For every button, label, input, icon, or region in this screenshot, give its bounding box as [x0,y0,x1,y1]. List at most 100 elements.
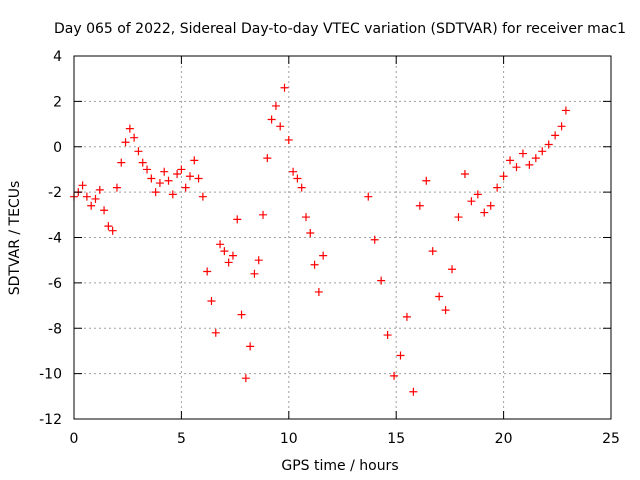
y-tick-label: 0 [53,140,62,156]
data-point [409,387,418,396]
data-point [185,172,194,181]
data-point [155,179,164,188]
data-point [364,192,373,201]
data-point [370,235,379,244]
data-point [151,188,160,197]
data-point [473,190,482,199]
data-point [87,201,96,210]
data-point [177,165,186,174]
data-point [228,251,237,260]
data-point [435,292,444,301]
data-point [448,265,457,274]
data-point [108,226,117,235]
data-point [216,240,225,249]
data-point [100,206,109,215]
data-point [428,247,437,256]
data-point [121,138,130,147]
x-tick-label: 25 [602,431,620,447]
data-point [454,213,463,222]
y-tick-label: -10 [39,367,62,383]
data-point [551,131,560,140]
data-point [194,174,203,183]
y-tick-label: 4 [53,49,62,65]
data-point [211,328,220,337]
data-point [557,122,566,131]
chart-title: Day 065 of 2022, Sidereal Day-to-day VTE… [54,21,626,37]
data-point [512,163,521,172]
data-point [506,156,515,165]
data-point [301,213,310,222]
data-point [377,276,386,285]
data-point [480,208,489,217]
data-point [190,156,199,165]
data-point [233,215,242,224]
x-tick-label: 5 [177,431,186,447]
data-point [486,201,495,210]
data-point [254,256,263,265]
data-point [207,297,216,306]
data-point [422,176,431,185]
data-point [130,133,139,142]
y-tick-label: -6 [48,276,62,292]
data-point [164,176,173,185]
x-tick-label: 0 [70,431,79,447]
data-point [220,247,229,256]
data-point [91,194,100,203]
data-point [544,140,553,149]
data-point [173,169,182,178]
data-point [138,158,147,167]
data-point [460,169,469,178]
data-point [198,192,207,201]
data-point [493,183,502,192]
x-tick-label: 20 [495,431,513,447]
data-point [181,183,190,192]
y-tick-label: -12 [39,412,62,428]
x-axis-ticks: 0 5 10 15 20 25 [70,56,620,447]
data-point [263,154,272,163]
data-point [499,172,508,181]
data-point [467,197,476,206]
data-point [112,183,121,192]
y-tick-label: -4 [48,231,62,247]
data-point [246,342,255,351]
data-point [78,181,87,190]
data-point [241,374,250,383]
data-point [259,210,268,219]
data-point [561,106,570,115]
data-point [306,228,315,237]
data-point [280,83,289,92]
data-point [293,174,302,183]
data-point [125,124,134,133]
y-tick-label: -8 [48,321,62,337]
data-point [267,115,276,124]
data-point [250,269,259,278]
data-point [415,201,424,210]
data-point [402,312,411,321]
data-point [104,222,113,231]
y-tick-label: -2 [48,185,62,201]
data-point [82,192,91,201]
y-tick-label: 2 [53,94,62,110]
data-point [297,183,306,192]
data-point [525,160,534,169]
data-point [441,306,450,315]
data-point [531,154,540,163]
data-point [95,185,104,194]
data-point [168,190,177,199]
data-point [310,260,319,269]
y-axis-label: SDTVAR / TECUs [7,181,23,296]
data-point [271,101,280,110]
data-point [383,331,392,340]
data-point [203,267,212,276]
data-point [518,149,527,158]
data-point [276,122,285,131]
grid-lines [74,56,611,419]
data-point [117,158,126,167]
data-points [70,83,570,396]
data-point [147,174,156,183]
data-point [396,351,405,360]
x-axis-label: GPS time / hours [281,458,398,474]
x-tick-label: 10 [280,431,298,447]
data-point [390,371,399,380]
